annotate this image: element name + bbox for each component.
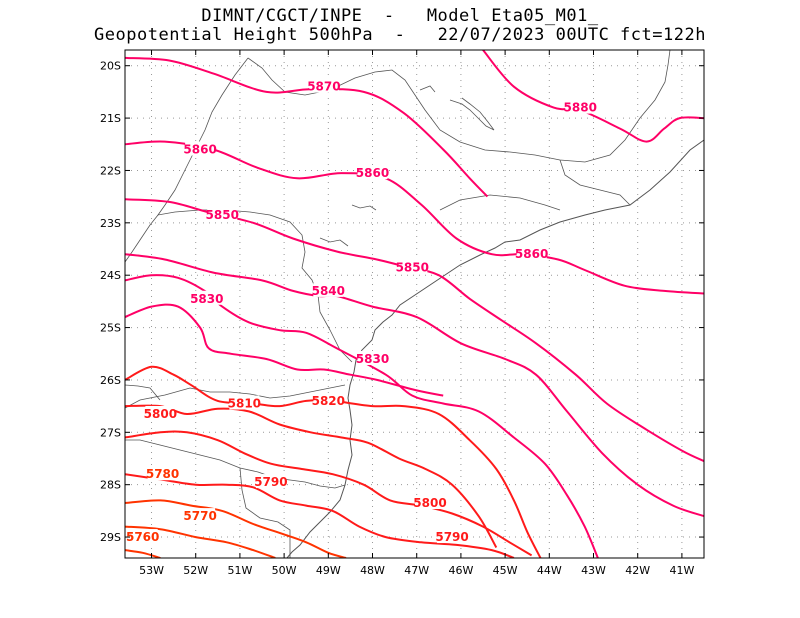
reservoir-2 bbox=[319, 204, 377, 247]
state-border-pr-sc bbox=[125, 384, 346, 409]
contour-label: 5760 bbox=[126, 530, 159, 544]
contour-label-bg bbox=[414, 495, 445, 510]
contour-5880 bbox=[482, 50, 704, 143]
lat-tick-label: 21S bbox=[100, 112, 121, 125]
lat-tick-label: 29S bbox=[100, 531, 121, 544]
contour-label-bg bbox=[437, 529, 468, 544]
lon-tick-label: 41W bbox=[669, 564, 694, 577]
contour-label: 5850 bbox=[206, 208, 239, 222]
contour-label-bg bbox=[207, 206, 238, 221]
contour-label-bg bbox=[565, 99, 596, 114]
contour-label: 5880 bbox=[564, 101, 597, 115]
lat-lon-grid bbox=[125, 50, 704, 558]
axis-ticks: 20S 21S 22S 23S 24S 25S 26S 27S 28S 29S 53W 52W 51W 5… bbox=[100, 50, 704, 577]
contour-label-bg bbox=[145, 405, 176, 420]
contour-label: 5840 bbox=[312, 284, 345, 298]
contour-label-bg bbox=[191, 290, 222, 305]
reservoir-1 bbox=[419, 85, 495, 131]
contour-label-bg bbox=[516, 246, 547, 261]
contour-label: 5790 bbox=[254, 475, 287, 489]
contour-label-bg bbox=[255, 474, 286, 489]
lon-tick-label: 49W bbox=[316, 564, 341, 577]
lon-tick-label: 44W bbox=[537, 564, 562, 577]
lon-tick-label: 51W bbox=[227, 564, 252, 577]
contour-5780 bbox=[125, 499, 347, 558]
contour-label: 5800 bbox=[413, 496, 446, 510]
state-border-sp-south bbox=[439, 159, 631, 211]
lat-tick-label: 27S bbox=[100, 426, 121, 439]
contour-5870 bbox=[125, 56, 489, 198]
contour-5810 bbox=[125, 404, 498, 548]
contour-label: 5800 bbox=[144, 407, 177, 421]
lon-tick-label: 42W bbox=[625, 564, 650, 577]
lon-tick-label: 48W bbox=[360, 564, 385, 577]
map-title-line2: Geopotential Height 500hPa - 22/07/2023 … bbox=[94, 25, 706, 45]
contour-label: 5830 bbox=[356, 352, 389, 366]
contour-label: 5820 bbox=[312, 394, 345, 408]
contour-labels: 5880 5870 5860 5860 5860 5850 5850 5840 5830 5830… bbox=[126, 78, 597, 544]
contour-label-bg bbox=[147, 466, 178, 481]
contour-label-bg bbox=[313, 392, 344, 407]
contour-label: 5780 bbox=[146, 467, 179, 481]
contour-label-bg bbox=[357, 350, 388, 365]
contour-5760 bbox=[125, 549, 161, 558]
lat-tick-label: 23S bbox=[100, 217, 121, 230]
contour-5800 bbox=[125, 430, 533, 557]
lon-tick-label: 46W bbox=[448, 564, 473, 577]
contour-label-bg bbox=[185, 508, 216, 523]
country-border bbox=[125, 214, 291, 558]
contour-label: 5860 bbox=[356, 166, 389, 180]
state-border-sp bbox=[247, 50, 671, 163]
lon-tick-label: 45W bbox=[493, 564, 518, 577]
lon-tick-label: 53W bbox=[139, 564, 164, 577]
lon-tick-label: 43W bbox=[581, 564, 606, 577]
lat-tick-label: 26S bbox=[100, 374, 121, 387]
contour-5830 bbox=[125, 303, 444, 397]
map-frame bbox=[124, 49, 705, 559]
state-border-ms-pr bbox=[157, 57, 353, 363]
contour-5850 bbox=[125, 198, 704, 463]
contour-label: 5790 bbox=[435, 530, 468, 544]
coastline bbox=[286, 139, 704, 558]
lon-tick-label: 50W bbox=[272, 564, 297, 577]
contour-label-bg bbox=[127, 529, 158, 544]
contour-label: 5830 bbox=[190, 292, 223, 306]
contour-label: 5770 bbox=[183, 509, 216, 523]
lat-tick-label: 25S bbox=[100, 322, 121, 335]
contour-label: 5870 bbox=[307, 80, 340, 94]
lat-tick-label: 28S bbox=[100, 479, 121, 492]
map-title-line1: DIMNT/CGCT/INPE - Model Eta05_M01_ bbox=[201, 6, 599, 26]
contour-label-bg bbox=[313, 282, 344, 297]
contour-5790 bbox=[125, 473, 515, 558]
contour-label: 5860 bbox=[183, 143, 216, 157]
contour-5770 bbox=[125, 525, 276, 558]
contour-label: 5860 bbox=[515, 247, 548, 261]
state-border-sc-rs bbox=[125, 439, 346, 489]
coastline-and-borders bbox=[125, 50, 704, 558]
contour-label: 5810 bbox=[228, 397, 261, 411]
lat-tick-label: 24S bbox=[100, 269, 121, 282]
contour-5860 bbox=[125, 140, 704, 295]
contour-label: 5850 bbox=[396, 260, 429, 274]
lon-tick-label: 52W bbox=[183, 564, 208, 577]
contour-label-bg bbox=[185, 141, 216, 156]
lat-tick-label: 20S bbox=[100, 60, 121, 73]
contour-label-bg bbox=[308, 78, 339, 93]
lon-tick-label: 47W bbox=[404, 564, 429, 577]
lat-tick-label: 22S bbox=[100, 164, 121, 177]
contour-label-bg bbox=[229, 395, 260, 410]
contour-label-bg bbox=[397, 259, 428, 274]
contour-5840 bbox=[125, 253, 704, 518]
contour-label-bg bbox=[357, 165, 388, 180]
